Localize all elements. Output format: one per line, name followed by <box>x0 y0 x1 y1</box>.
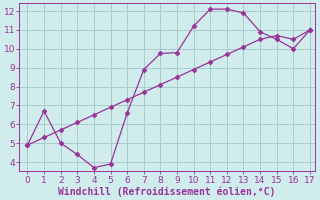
X-axis label: Windchill (Refroidissement éolien,°C): Windchill (Refroidissement éolien,°C) <box>58 186 276 197</box>
